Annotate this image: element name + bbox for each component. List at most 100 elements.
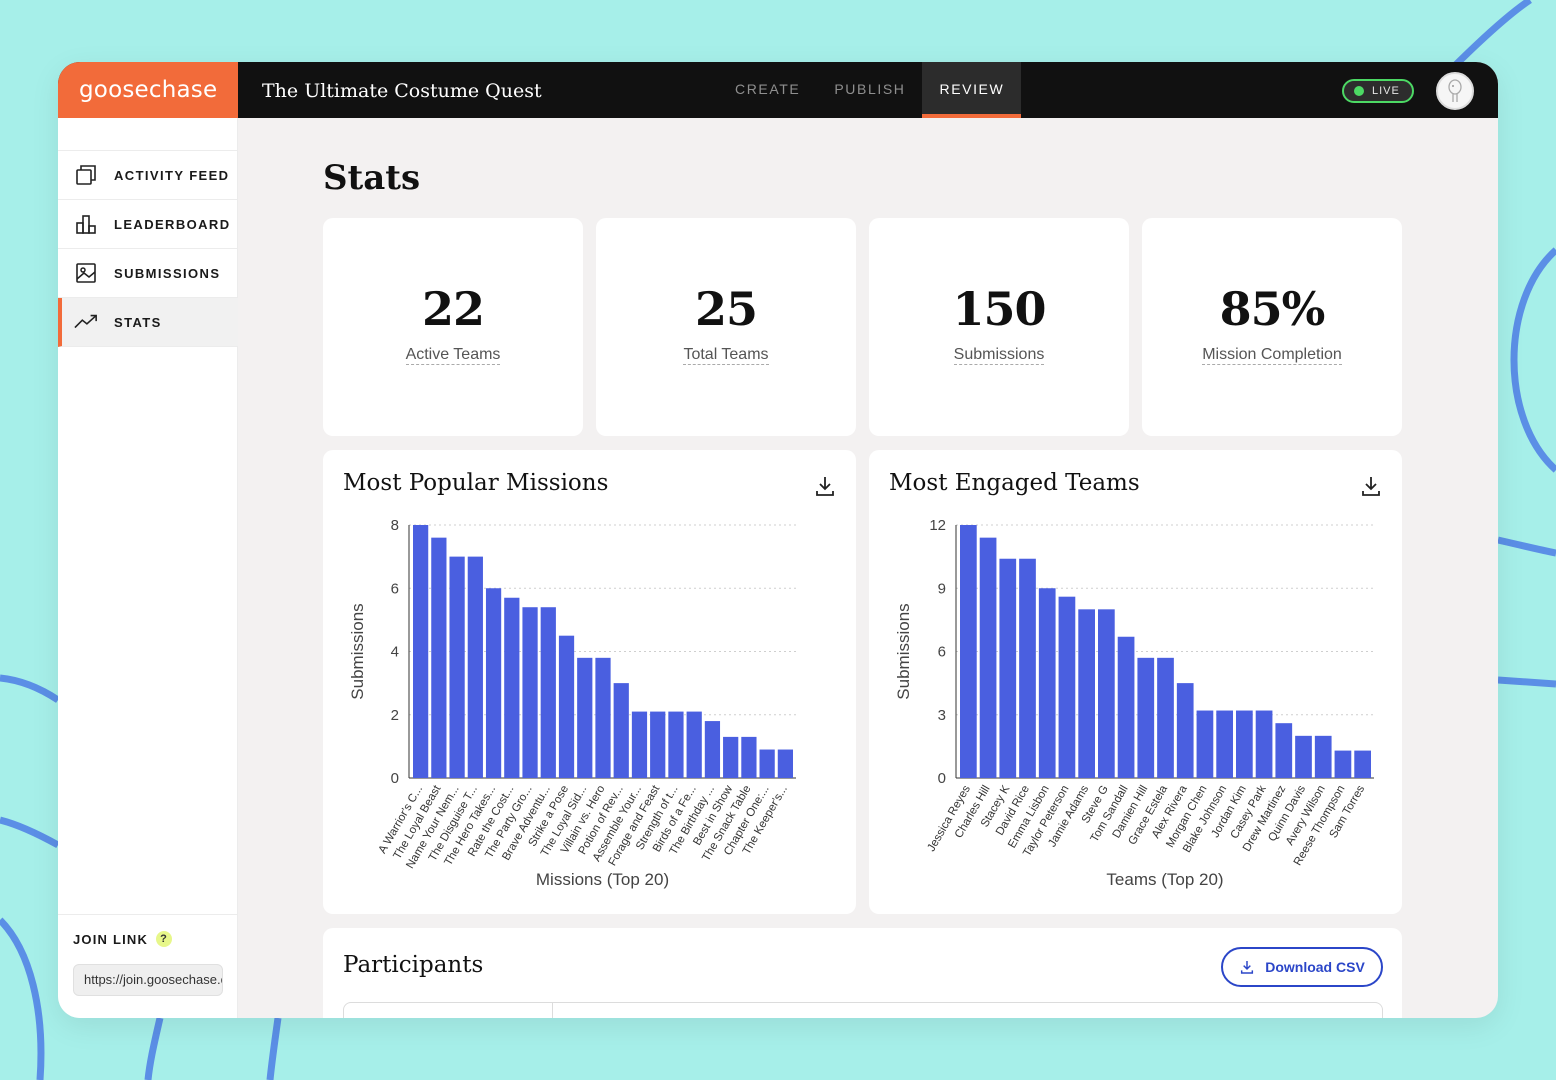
chart-bar	[1117, 636, 1135, 778]
stat-value: 25	[694, 282, 758, 336]
download-csv-label: Download CSV	[1265, 959, 1365, 975]
chart-bar	[999, 558, 1017, 778]
chart-bar	[1236, 710, 1253, 778]
image-icon	[74, 261, 98, 285]
quest-title: The Ultimate Costume Quest	[262, 80, 542, 102]
chart-bar	[741, 736, 757, 778]
tab-publish[interactable]: PUBLISH	[834, 81, 906, 97]
chart-bar	[1334, 750, 1352, 778]
stat-card-total-teams: 25 Total Teams	[596, 218, 856, 436]
chart-bar	[413, 525, 429, 778]
tab-create[interactable]: CREATE	[735, 81, 801, 97]
y-tick-label: 0	[391, 770, 399, 787]
participants-table	[343, 1002, 1383, 1018]
chart-bar	[1058, 596, 1076, 778]
download-icon[interactable]	[813, 474, 837, 498]
chart-bar	[686, 711, 702, 778]
chart-bar	[1275, 723, 1293, 778]
join-link-text: JOIN LINK	[73, 931, 149, 947]
goosechase-logo[interactable]: goosechase	[58, 62, 238, 118]
y-tick-label: 8	[391, 517, 399, 534]
tab-review[interactable]: REVIEW	[922, 62, 1022, 118]
chart-bar	[1255, 710, 1273, 778]
chart-bar	[595, 657, 611, 778]
chart-bar	[1078, 609, 1095, 778]
sidebar-item-label: ACTIVITY FEED	[114, 167, 230, 183]
help-icon[interactable]: ?	[156, 931, 173, 947]
sidebar-nav: ACTIVITY FEED LEADERBOARD SUBMISSIONS ST…	[58, 150, 238, 347]
stat-card-mission-completion: 85% Mission Completion	[1142, 218, 1402, 436]
sidebar-item-activity-feed[interactable]: ACTIVITY FEED	[58, 151, 238, 200]
top-bar: goosechase The Ultimate Costume Quest CR…	[58, 62, 1498, 118]
chart-bar	[504, 597, 520, 778]
chart-bar	[1176, 683, 1194, 778]
y-tick-label: 2	[391, 707, 399, 724]
sidebar-item-leaderboard[interactable]: LEADERBOARD	[58, 200, 238, 249]
live-label: LIVE	[1372, 85, 1400, 97]
y-tick-label: 9	[938, 580, 946, 597]
y-tick-label: 12	[929, 517, 946, 534]
chart-title: Most Popular Missions	[343, 470, 609, 496]
chart-bar	[723, 736, 739, 778]
join-link-section: JOIN LINK ? https://join.goosechase.com	[58, 914, 238, 996]
sidebar-item-stats[interactable]: STATS	[58, 298, 238, 347]
download-icon[interactable]	[1359, 474, 1383, 498]
stat-value: 22	[421, 282, 485, 336]
sidebar-item-label: STATS	[114, 314, 162, 330]
chart-bar	[759, 749, 775, 778]
stat-label[interactable]: Mission Completion	[1202, 346, 1342, 365]
page-title: Stats	[323, 158, 421, 198]
chart-bar	[704, 721, 721, 778]
chart-bar	[668, 711, 684, 778]
chart-bar	[577, 657, 593, 778]
chart-bar	[485, 588, 502, 778]
y-tick-label: 0	[938, 770, 946, 787]
chart-bar	[960, 525, 977, 778]
chart-bar	[558, 635, 575, 778]
user-avatar[interactable]	[1436, 72, 1474, 110]
main-nav: CREATE PUBLISH REVIEW	[718, 62, 1022, 118]
chart-title: Most Engaged Teams	[889, 470, 1140, 496]
participants-title: Participants	[343, 952, 484, 978]
y-tick-label: 4	[391, 644, 399, 661]
download-csv-button[interactable]: Download CSV	[1221, 947, 1383, 987]
join-link-field[interactable]: https://join.goosechase.com	[73, 964, 223, 996]
live-status-badge[interactable]: LIVE	[1342, 79, 1414, 103]
chart-bar	[467, 556, 483, 778]
table-column-divider	[552, 1003, 553, 1018]
chart-bar	[631, 711, 648, 778]
chart-bar	[1314, 735, 1332, 778]
sidebar: ACTIVITY FEED LEADERBOARD SUBMISSIONS ST…	[58, 118, 238, 1018]
y-axis-title: Submissions	[348, 603, 367, 699]
chart-bar	[613, 683, 629, 778]
chart-bar	[650, 711, 666, 778]
chart-bar	[777, 749, 793, 778]
chart-bar	[1098, 609, 1115, 778]
stat-label[interactable]: Active Teams	[405, 346, 501, 365]
chart-bar	[1216, 710, 1233, 778]
x-axis-title: Teams (Top 20)	[1106, 870, 1223, 889]
activity-feed-icon	[74, 163, 98, 187]
chart-bar	[1038, 588, 1056, 778]
download-icon	[1241, 961, 1254, 974]
chart-bar	[1196, 710, 1214, 778]
chart-bar	[1295, 735, 1312, 778]
stat-label[interactable]: Submissions	[953, 346, 1045, 365]
main-content: Stats 22 Active Teams 25 Total Teams 150…	[238, 118, 1498, 1018]
y-axis-title: Submissions	[894, 603, 913, 699]
leaderboard-icon	[74, 212, 98, 236]
participants-card: Participants Download CSV	[323, 928, 1402, 1018]
chart-bar	[1354, 750, 1371, 778]
stat-value: 85%	[1219, 282, 1326, 336]
stat-value: 150	[952, 282, 1046, 336]
stat-label[interactable]: Total Teams	[683, 346, 769, 365]
stat-card-submissions: 150 Submissions	[869, 218, 1129, 436]
y-tick-label: 6	[391, 580, 399, 597]
live-dot-icon	[1354, 86, 1364, 96]
trending-icon	[74, 310, 98, 334]
chart-card-engaged-teams: Most Engaged Teams 0 3 6 9 12 Jessica Reyes Ch…	[869, 450, 1402, 914]
sidebar-item-submissions[interactable]: SUBMISSIONS	[58, 249, 238, 298]
